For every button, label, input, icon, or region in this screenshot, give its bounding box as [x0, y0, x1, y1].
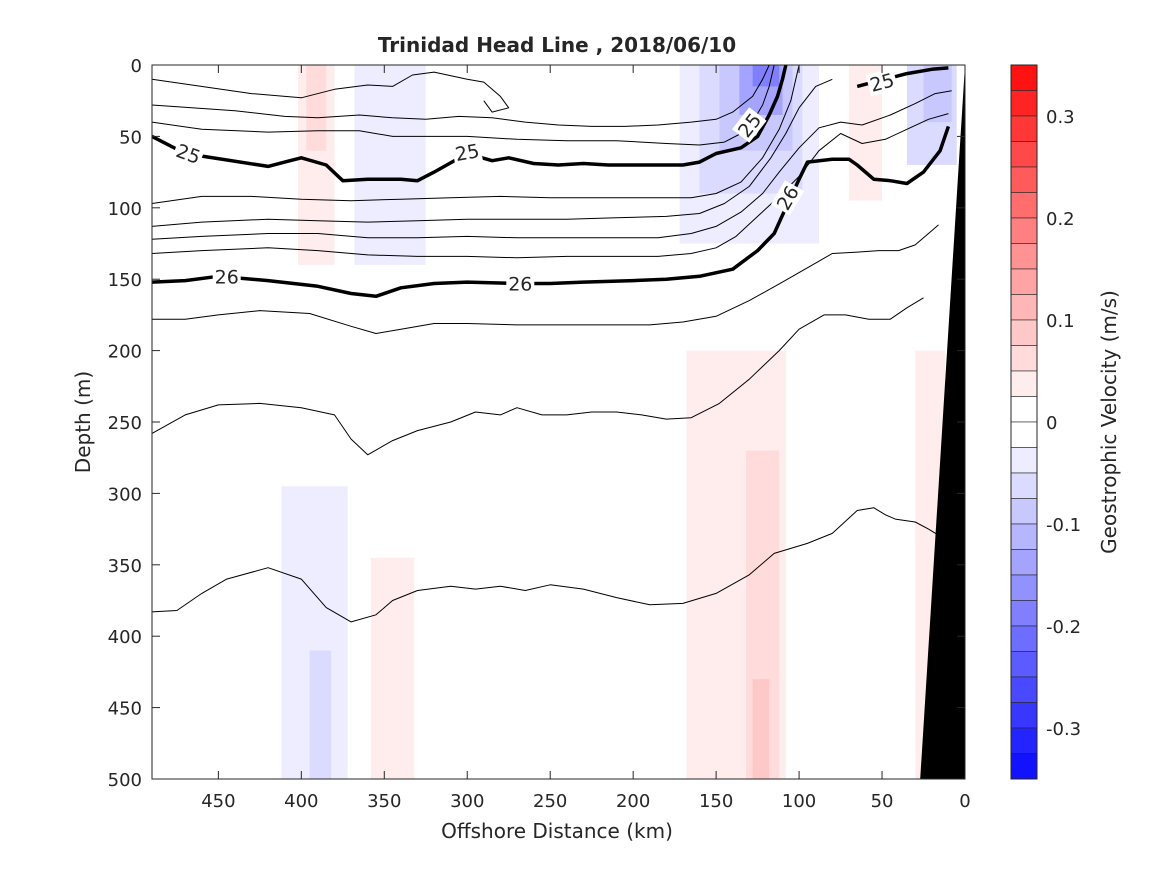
- density-contour: [151, 507, 941, 623]
- colorbar-tick-label: -0.1: [1046, 515, 1081, 536]
- colorbar-cell: [1010, 192, 1038, 219]
- contour-label: 25: [171, 138, 206, 169]
- colorbar-cell: [1010, 472, 1038, 499]
- colorbar-cell: [1010, 676, 1038, 703]
- y-tick-label: 100: [108, 199, 142, 220]
- y-tick-label: 250: [108, 413, 142, 434]
- density-contour-bold: [151, 125, 951, 299]
- colorbar-cell: [1010, 702, 1038, 729]
- colorbar-cell: [1010, 217, 1038, 244]
- y-tick-label: 450: [108, 699, 142, 720]
- x-tick-label: 400: [284, 791, 318, 812]
- colorbar-cell: [1010, 625, 1038, 652]
- velocity-patch: [309, 650, 332, 779]
- colorbar-cell: [1010, 600, 1038, 627]
- x-axis-label: Offshore Distance (km): [441, 819, 673, 843]
- density-contour: [152, 224, 939, 334]
- contour-label: 26: [212, 265, 241, 288]
- velocity-patch: [752, 65, 780, 87]
- colorbar-tick-label: 0.3: [1046, 107, 1075, 128]
- x-tick-label: 350: [367, 791, 401, 812]
- colorbar-cell: [1010, 90, 1038, 117]
- colorbar-cell: [1010, 396, 1038, 423]
- density-contour: [151, 297, 924, 456]
- velocity-patch: [354, 65, 426, 265]
- density-contour: [151, 78, 833, 227]
- colorbar-cell: [1010, 345, 1038, 372]
- colorbar-tick-label: -0.2: [1046, 617, 1081, 638]
- velocity-patch: [306, 65, 327, 151]
- y-tick-label: 350: [108, 556, 142, 577]
- colorbar-cell: [1010, 319, 1038, 346]
- colorbar-cell: [1010, 549, 1038, 576]
- plot-background: [152, 65, 965, 779]
- svg-text:26: 26: [215, 266, 239, 288]
- colorbar-cell: [1010, 574, 1038, 601]
- density-contour: [151, 71, 510, 113]
- colorbar-cell: [1010, 64, 1038, 91]
- x-tick-label: 100: [782, 791, 816, 812]
- velocity-patch: [371, 557, 415, 779]
- svg-text:25: 25: [454, 140, 482, 166]
- colorbar-tick-label: 0: [1046, 413, 1057, 434]
- x-tick-label: 200: [616, 791, 650, 812]
- y-tick-label: 0: [131, 56, 142, 77]
- bathymetry: [920, 65, 965, 779]
- colorbar-cell: [1010, 498, 1038, 525]
- density-contour: [151, 64, 770, 127]
- colorbar-cell: [1010, 651, 1038, 678]
- chart-title: Trinidad Head Line , 2018/06/10: [378, 33, 736, 57]
- colorbar-cell: [1010, 753, 1038, 780]
- colorbar-label: Geostrophic Velocity (m/s): [1097, 290, 1121, 554]
- colorbar-cell: [1010, 447, 1038, 474]
- y-tick-label: 200: [108, 342, 142, 363]
- colorbar-cell: [1010, 243, 1038, 270]
- colorbar-cell: [1010, 523, 1038, 550]
- colorbar-cell: [1010, 115, 1038, 142]
- colorbar-cell: [1010, 294, 1038, 321]
- colorbar-cell: [1010, 370, 1038, 397]
- density-contour-bold: [151, 64, 788, 183]
- x-tick-label: 300: [450, 791, 484, 812]
- x-tick-label: 50: [871, 791, 894, 812]
- colorbar-tick-label: -0.3: [1046, 719, 1081, 740]
- x-tick-label: 0: [959, 791, 970, 812]
- colorbar: 0.3 0.2 0.1 0 -0.1 -0.2 -0.3 Geostrophic Veloc…: [1010, 64, 1121, 780]
- colorbar-tick-label: 0.2: [1046, 209, 1075, 230]
- colorbar-cell: [1010, 268, 1038, 295]
- svg-text:26: 26: [508, 274, 532, 296]
- colorbar-cell: [1010, 166, 1038, 193]
- colorbar-cell: [1010, 421, 1038, 448]
- y-axis-label: Depth (m): [71, 371, 95, 473]
- colorbar-cell: [1010, 141, 1038, 168]
- density-contour: [151, 64, 800, 204]
- y-tick-label: 300: [108, 484, 142, 505]
- colorbar-frame: [1010, 64, 1038, 780]
- colorbar-tick-label: 0.1: [1046, 311, 1075, 332]
- x-tick-label: 150: [699, 791, 733, 812]
- contour-label: 25: [451, 138, 483, 166]
- x-tick-label: 450: [201, 791, 235, 812]
- density-contour: [151, 90, 952, 240]
- y-tick-label: 400: [108, 627, 142, 648]
- velocity-patch: [752, 679, 770, 779]
- y-tick-label: 150: [108, 270, 142, 291]
- density-contour: [151, 113, 949, 259]
- y-tick-label: 50: [119, 127, 142, 148]
- x-tick-label: 250: [533, 791, 567, 812]
- contour-label: 26: [506, 272, 535, 296]
- colorbar-cell: [1010, 727, 1038, 754]
- y-tick-label: 500: [108, 770, 142, 791]
